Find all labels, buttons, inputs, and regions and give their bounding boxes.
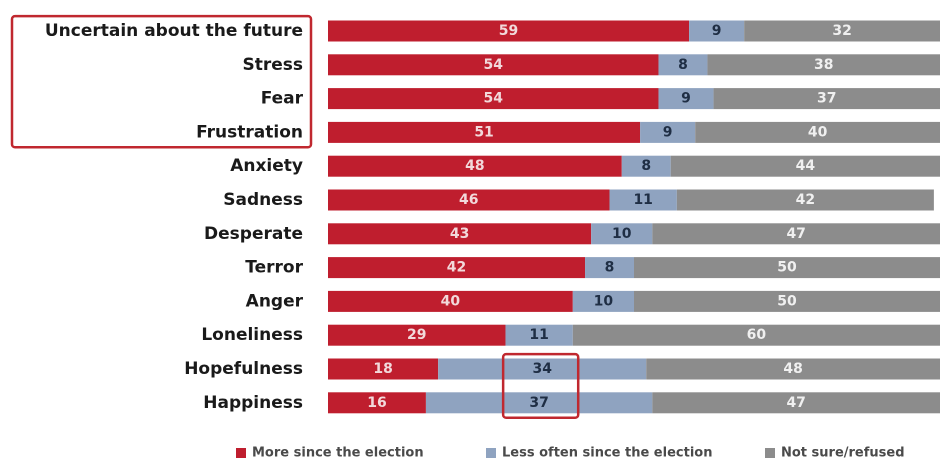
bar-terror-not-sure-refused: [634, 257, 940, 279]
bar-hopefulness-less-often-since-the-election: [438, 358, 647, 380]
value-label-fear-more-since-the-election: 54: [483, 91, 503, 107]
bar-anger-less-often-since-the-election: [572, 290, 634, 312]
value-label-loneliness-not-sure-refused: 60: [747, 327, 767, 343]
bar-sadness-not-sure-refused: [676, 189, 934, 211]
bar-frustration-more-since-the-election: [328, 121, 641, 143]
value-label-uncertain-about-the-future-not-sure-refused: 32: [832, 23, 851, 39]
bar-stress-less-often-since-the-election: [658, 54, 708, 76]
category-label-anger: Anger: [246, 291, 304, 311]
bar-happiness-less-often-since-the-election: [425, 392, 653, 414]
value-label-hopefulness-not-sure-refused: 48: [783, 361, 802, 377]
bar-fear-more-since-the-election: [328, 88, 659, 110]
bar-anger-not-sure-refused: [634, 290, 940, 312]
value-label-anger-more-since-the-election: 40: [441, 293, 461, 309]
value-label-frustration-not-sure-refused: 40: [808, 124, 828, 140]
category-label-uncertain-about-the-future: Uncertain about the future: [45, 21, 303, 41]
category-label-fear: Fear: [261, 89, 304, 109]
value-label-uncertain-about-the-future-more-since-the-election: 59: [499, 23, 518, 39]
value-label-hopefulness-more-since-the-election: 18: [373, 361, 392, 377]
category-label-frustration: Frustration: [196, 122, 303, 142]
bar-happiness-more-since-the-election: [328, 392, 426, 414]
value-label-loneliness-less-often-since-the-election: 11: [529, 327, 548, 343]
highlight-box-1: [10, 14, 313, 149]
category-label-desperate: Desperate: [204, 224, 303, 244]
legend: More since the election Less often since …: [236, 446, 905, 461]
legend-label-not-sure-refused: Not sure/refused: [781, 446, 905, 461]
category-label-happiness: Happiness: [203, 393, 303, 413]
value-label-stress-less-often-since-the-election: 8: [678, 57, 688, 73]
category-label-stress: Stress: [242, 55, 303, 75]
category-label-hopefulness: Hopefulness: [184, 359, 303, 379]
value-label-stress-not-sure-refused: 38: [814, 57, 833, 73]
bar-uncertain-about-the-future-less-often-since-the-election: [689, 20, 745, 42]
bar-desperate-not-sure-refused: [652, 223, 940, 245]
bar-stress-more-since-the-election: [328, 54, 659, 76]
value-label-loneliness-more-since-the-election: 29: [407, 327, 426, 343]
bar-hopefulness-not-sure-refused: [646, 358, 940, 380]
bar-terror-more-since-the-election: [328, 257, 586, 279]
value-label-stress-more-since-the-election: 54: [483, 57, 503, 73]
bar-anxiety-more-since-the-election: [328, 155, 622, 177]
value-label-anxiety-less-often-since-the-election: 8: [641, 158, 651, 174]
value-label-anxiety-more-since-the-election: 48: [465, 158, 484, 174]
bar-terror-less-often-since-the-election: [585, 257, 634, 279]
value-label-happiness-more-since-the-election: 16: [367, 395, 386, 411]
value-label-sadness-less-often-since-the-election: 11: [633, 192, 652, 208]
highlight-box-2: [501, 352, 580, 419]
bar-desperate-more-since-the-election: [328, 223, 592, 245]
legend-swatch-not-sure-refused: [765, 448, 775, 458]
bar-sadness-more-since-the-election: [328, 189, 610, 211]
highlight-layer: [10, 14, 580, 419]
value-label-sadness-not-sure-refused: 42: [796, 192, 815, 208]
legend-label-more-since-the-election: More since the election: [252, 446, 424, 461]
value-label-desperate-not-sure-refused: 47: [786, 226, 805, 242]
bar-uncertain-about-the-future-not-sure-refused: [744, 20, 940, 42]
category-label-anxiety: Anxiety: [230, 156, 303, 176]
bar-hopefulness-more-since-the-election: [328, 358, 439, 380]
category-label-terror: Terror: [245, 258, 303, 278]
value-label-frustration-more-since-the-election: 51: [474, 124, 493, 140]
value-label-sadness-more-since-the-election: 46: [459, 192, 478, 208]
value-label-anger-not-sure-refused: 50: [777, 293, 797, 309]
value-label-desperate-more-since-the-election: 43: [450, 226, 469, 242]
bar-anger-more-since-the-election: [328, 290, 573, 312]
bars: 59 9 32 54 8 38 54 9 37 51 9 40 48 8 44 46 11 42 43 10 47 42 8…: [328, 20, 940, 414]
bar-loneliness-more-since-the-election: [328, 324, 506, 346]
category-labels: Uncertain about the future Stress Fear Frus…: [45, 21, 304, 413]
bar-uncertain-about-the-future-more-since-the-election: [328, 20, 690, 42]
bar-fear-not-sure-refused: [713, 88, 940, 110]
value-label-fear-not-sure-refused: 37: [817, 91, 836, 107]
category-label-sadness: Sadness: [223, 190, 303, 210]
legend-swatch-more-since-the-election: [236, 448, 246, 458]
category-label-loneliness: Loneliness: [201, 325, 303, 345]
legend-swatch-less-often-since-the-election: [486, 448, 496, 458]
value-label-hopefulness-less-often-since-the-election: 34: [532, 361, 552, 377]
bar-frustration-less-often-since-the-election: [640, 121, 696, 143]
bar-stress-not-sure-refused: [707, 54, 940, 76]
bar-frustration-not-sure-refused: [695, 121, 940, 143]
bar-desperate-less-often-since-the-election: [591, 223, 653, 245]
value-label-terror-less-often-since-the-election: 8: [605, 260, 615, 276]
bar-fear-less-often-since-the-election: [658, 88, 714, 110]
value-label-uncertain-about-the-future-less-often-since-the-election: 9: [712, 23, 722, 39]
value-label-terror-more-since-the-election: 42: [447, 260, 466, 276]
value-label-frustration-less-often-since-the-election: 9: [663, 124, 673, 140]
bar-anxiety-not-sure-refused: [670, 155, 940, 177]
bar-happiness-not-sure-refused: [652, 392, 940, 414]
bar-anxiety-less-often-since-the-election: [621, 155, 671, 177]
bar-sadness-less-often-since-the-election: [609, 189, 677, 211]
legend-label-less-often-since-the-election: Less often since the election: [502, 446, 712, 461]
value-label-terror-not-sure-refused: 50: [777, 260, 797, 276]
bar-loneliness-not-sure-refused: [572, 324, 940, 346]
value-label-fear-less-often-since-the-election: 9: [681, 91, 691, 107]
value-label-happiness-less-often-since-the-election: 37: [529, 395, 548, 411]
value-label-desperate-less-often-since-the-election: 10: [612, 226, 632, 242]
value-label-anger-less-often-since-the-election: 10: [594, 293, 614, 309]
value-label-happiness-not-sure-refused: 47: [786, 395, 805, 411]
bar-loneliness-less-often-since-the-election: [505, 324, 573, 346]
value-label-anxiety-not-sure-refused: 44: [796, 158, 816, 174]
